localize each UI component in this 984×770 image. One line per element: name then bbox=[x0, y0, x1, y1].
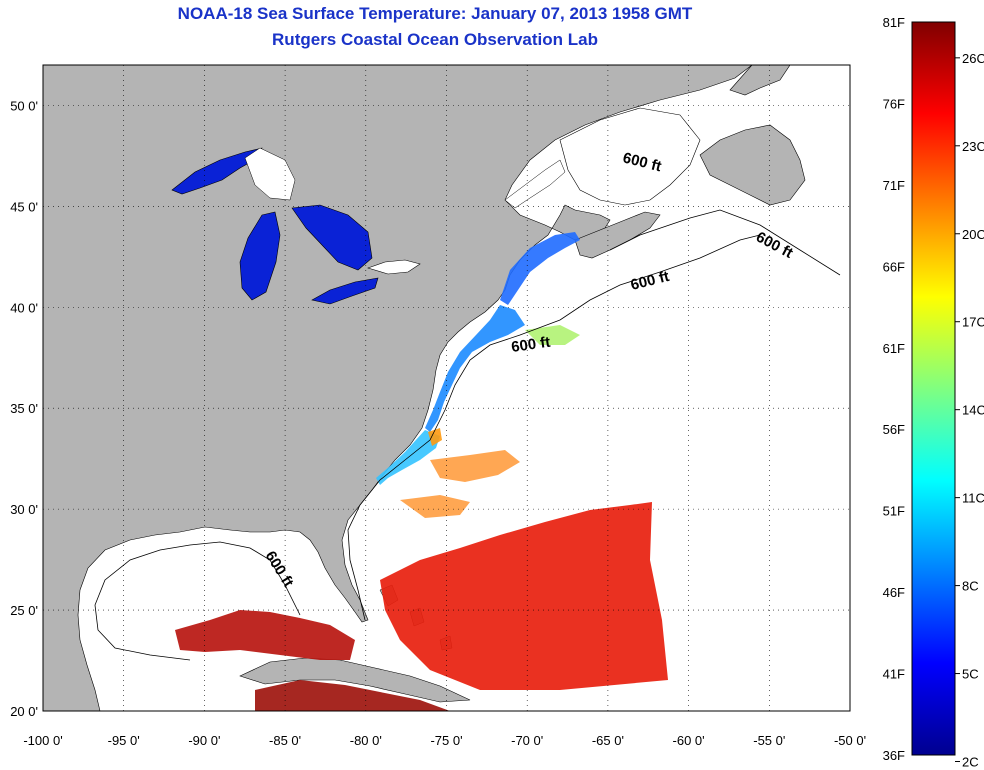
land-labrador bbox=[729, 65, 791, 96]
latitude-axis: 20 0' 25 0' 30 0' 35 0' 40 0' 45 0' 50 0' bbox=[10, 98, 38, 719]
colorbar-f-label: 81F bbox=[883, 15, 905, 30]
lat-tick-label: 30 0' bbox=[10, 502, 38, 517]
land-newfoundland bbox=[699, 124, 806, 206]
lake-huron bbox=[291, 204, 373, 271]
lon-tick-label: -50 0' bbox=[834, 733, 866, 748]
sst-coastal-band-north bbox=[500, 232, 580, 305]
colorbar-c-label: 8C bbox=[962, 579, 979, 594]
lon-tick-label: -85 0' bbox=[269, 733, 301, 748]
colorbar-celsius-labels: 26C 23C 20C 17C 14C 11C 8C 5C 2C bbox=[955, 51, 984, 770]
colorbar-f-label: 71F bbox=[883, 178, 905, 193]
sst-scattered-green bbox=[525, 325, 580, 345]
isobath-600ft-atlantic bbox=[347, 234, 761, 621]
colorbar-f-label: 41F bbox=[883, 667, 905, 682]
lat-tick-label: 45 0' bbox=[10, 199, 38, 214]
colorbar-c-label: 5C bbox=[962, 667, 979, 682]
lat-tick-label: 20 0' bbox=[10, 704, 38, 719]
map-frame bbox=[42, 64, 851, 712]
longitude-axis: -100 0' -95 0' -90 0' -85 0' -80 0' -75 0' -70… bbox=[23, 733, 866, 748]
isobath-label: 600 ft bbox=[510, 334, 551, 356]
sst-warm-caribbean bbox=[255, 680, 450, 711]
colorbar-f-label: 61F bbox=[883, 341, 905, 356]
colorbar-f-label: 51F bbox=[883, 504, 905, 519]
lon-tick-label: -95 0' bbox=[108, 733, 140, 748]
colorbar-c-label: 11C bbox=[962, 491, 984, 506]
colorbar-c-label: 20C bbox=[962, 227, 984, 242]
lon-tick-label: -90 0' bbox=[188, 733, 220, 748]
colorbar-c-label: 14C bbox=[962, 403, 984, 418]
isobath-600ft-north bbox=[609, 209, 841, 276]
lake-nipigon bbox=[244, 147, 296, 201]
isobath-600ft-gulf bbox=[94, 541, 301, 661]
lat-tick-label: 25 0' bbox=[10, 603, 38, 618]
lon-tick-label: -55 0' bbox=[753, 733, 785, 748]
lon-tick-label: -70 0' bbox=[511, 733, 543, 748]
colorbar-f-label: 76F bbox=[883, 96, 905, 111]
gulf-st-lawrence bbox=[559, 107, 701, 206]
colorbar-f-label: 56F bbox=[883, 422, 905, 437]
sst-warm-gulf bbox=[175, 610, 355, 660]
lon-tick-label: -80 0' bbox=[350, 733, 382, 748]
colorbar-fahrenheit-labels: 81F 76F 71F 66F 61F 56F 51F 46F 41F 36F bbox=[883, 15, 905, 763]
st-lawrence-river bbox=[504, 159, 566, 209]
lake-michigan bbox=[239, 211, 281, 301]
colorbar-f-label: 36F bbox=[883, 748, 905, 763]
sst-warm-sargasso bbox=[380, 502, 668, 690]
colorbar-c-label: 2C bbox=[962, 755, 979, 770]
lon-tick-label: -75 0' bbox=[430, 733, 462, 748]
colorbar-c-label: 26C bbox=[962, 51, 984, 66]
land-north-america bbox=[43, 65, 753, 711]
sst-coastal-band-midatlantic bbox=[425, 305, 525, 432]
map-title: NOAA-18 Sea Surface Temperature: January… bbox=[177, 4, 693, 23]
lon-tick-label: -100 0' bbox=[23, 733, 62, 748]
lat-tick-label: 35 0' bbox=[10, 401, 38, 416]
lon-tick-label: -60 0' bbox=[673, 733, 705, 748]
colorbar-f-label: 66F bbox=[883, 259, 905, 274]
colorbar bbox=[911, 21, 956, 756]
land-nova-scotia bbox=[574, 211, 661, 259]
lon-tick-label: -65 0' bbox=[592, 733, 624, 748]
map-subtitle: Rutgers Coastal Ocean Observation Lab bbox=[272, 30, 598, 49]
colorbar-f-label: 46F bbox=[883, 585, 905, 600]
lake-ontario bbox=[367, 259, 421, 275]
sst-warm-hatteras bbox=[428, 428, 442, 446]
sst-scattered-orange bbox=[400, 450, 520, 518]
colorbar-c-label: 17C bbox=[962, 315, 984, 330]
lake-erie bbox=[311, 277, 379, 305]
lat-tick-label: 40 0' bbox=[10, 300, 38, 315]
colorbar-c-label: 23C bbox=[962, 139, 984, 154]
lat-tick-label: 50 0' bbox=[10, 98, 38, 113]
